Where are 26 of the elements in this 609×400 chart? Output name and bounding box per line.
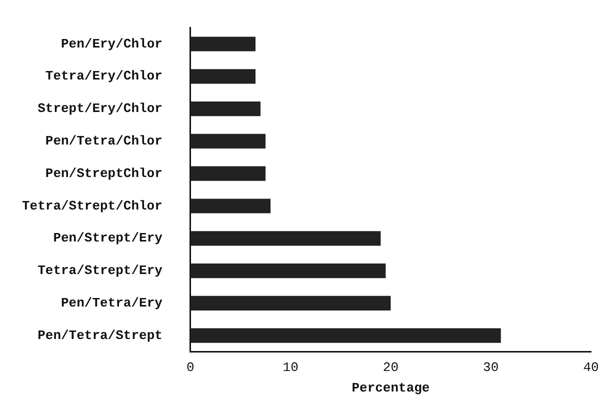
y-tick-label: Pen/Strept/Ery	[53, 230, 163, 246]
y-tick-label: Tetra/Ery/Chlor	[45, 68, 162, 84]
x-tick-label: 0	[186, 360, 194, 376]
x-tick-label: 40	[583, 360, 599, 376]
x-tick-label: 30	[483, 360, 499, 376]
x-tick-label: 10	[282, 360, 298, 376]
y-tick-label: Pen/Tetra/Strept	[38, 328, 162, 343]
bar	[190, 36, 256, 52]
y-tick-label: Strept/Ery/Chlor	[38, 101, 162, 116]
bar	[190, 102, 261, 116]
y-tick-label: Pen/StreptChlor	[45, 166, 162, 181]
bar	[190, 166, 266, 181]
bar	[190, 264, 386, 278]
bar	[190, 328, 501, 343]
x-axis-title: Percentage	[352, 380, 430, 396]
bar	[190, 231, 381, 246]
bar	[190, 69, 256, 84]
y-tick-label: Tetra/Strept/Chlor	[22, 198, 162, 214]
y-tick-label: Pen/Ery/Chlor	[61, 36, 162, 52]
x-tick-label: 20	[382, 360, 399, 376]
y-tick-label: Pen/Tetra/Chlor	[45, 133, 162, 148]
bar	[190, 296, 391, 310]
y-tick-label: Tetra/Strept/Ery	[38, 263, 163, 278]
bar	[190, 198, 271, 214]
bar	[190, 134, 266, 148]
y-tick-label: Pen/Tetra/Ery	[61, 295, 163, 310]
